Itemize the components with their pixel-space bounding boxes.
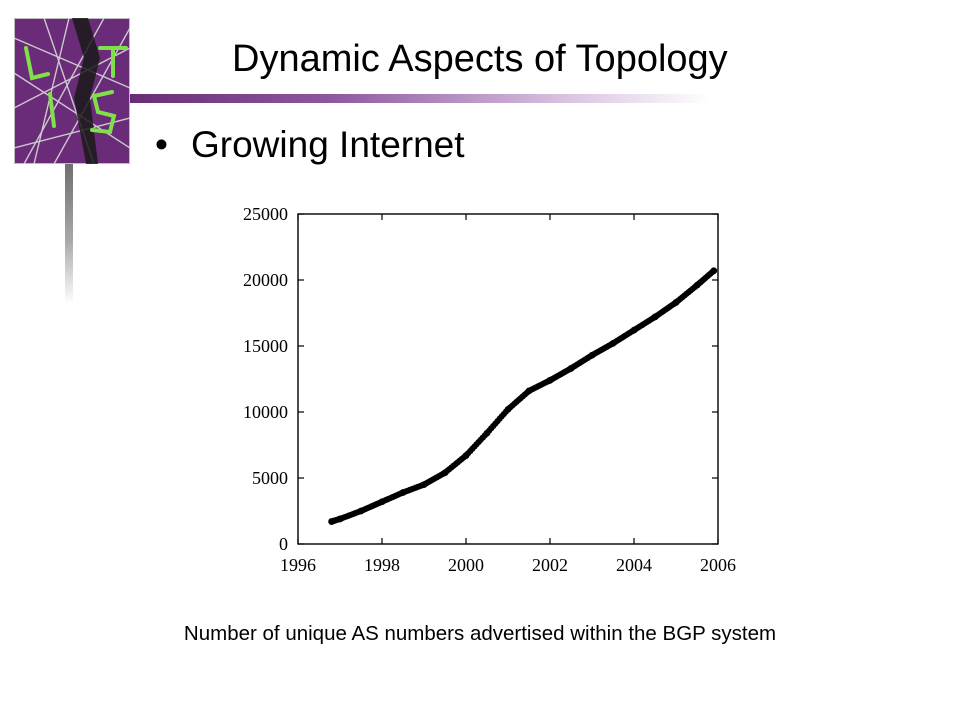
as-growth-chart: 1996 1998 2000 2002 2004 2006 0 5000 10000 15000… — [243, 204, 736, 575]
x-tick-label: 2004 — [616, 555, 652, 575]
data-point-trace — [460, 454, 467, 461]
data-point-trace — [502, 408, 509, 415]
bullet-symbol: • — [155, 124, 168, 165]
y-tick-label: 25000 — [243, 204, 288, 224]
decorative-vertical-bar — [65, 164, 73, 304]
y-tick-label: 5000 — [252, 468, 288, 488]
data-point-trace — [481, 432, 488, 439]
slide-title: Dynamic Aspects of Topology — [232, 38, 728, 80]
chart-caption: Number of unique AS numbers advertised w… — [183, 622, 777, 645]
x-tick-label: 2006 — [700, 555, 736, 575]
title-underline-bar — [130, 94, 710, 103]
y-tick-label: 15000 — [243, 336, 288, 356]
bullet-text: Growing Internet — [191, 124, 465, 165]
x-axis-ticks: 1996 1998 2000 2002 2004 2006 — [280, 214, 736, 575]
y-tick-label: 20000 — [243, 270, 288, 290]
ltis-logo — [14, 18, 130, 164]
x-tick-label: 1996 — [280, 555, 316, 575]
y-axis-ticks: 0 5000 10000 15000 20000 25000 — [243, 204, 718, 554]
y-tick-label: 10000 — [243, 402, 288, 422]
data-point-trace — [670, 300, 677, 307]
x-tick-label: 2002 — [532, 555, 568, 575]
bullet-item: • Growing Internet — [155, 124, 465, 166]
y-tick-label: 0 — [279, 534, 288, 554]
chart-plot-frame — [297, 213, 719, 545]
data-point-trace — [709, 269, 716, 276]
chart-data-points — [328, 267, 718, 525]
x-tick-label: 2000 — [448, 555, 484, 575]
x-tick-label: 1998 — [364, 555, 400, 575]
